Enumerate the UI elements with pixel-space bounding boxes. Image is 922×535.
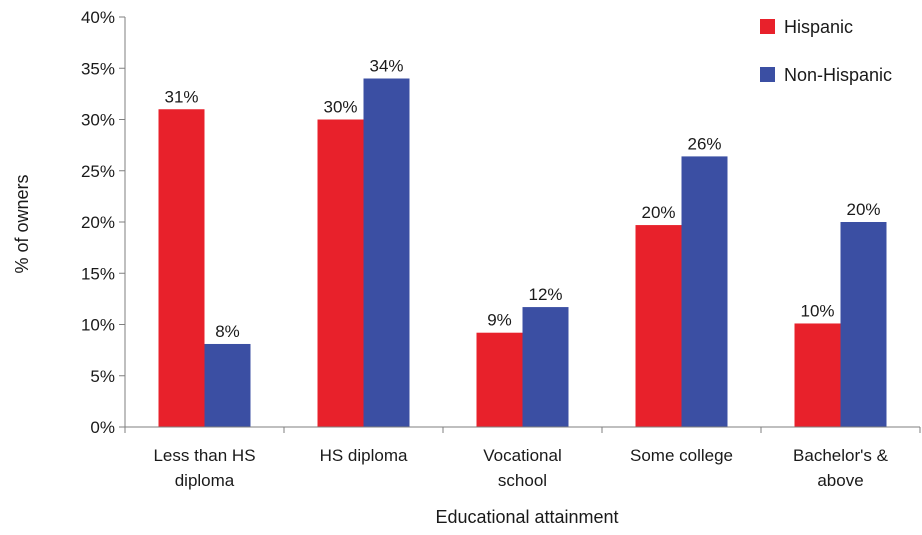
data-label: 8% — [215, 322, 240, 341]
bar-hispanic — [477, 333, 523, 427]
bar-non-hispanic — [364, 79, 410, 428]
data-label: 31% — [164, 87, 198, 106]
x-axis-title: Educational attainment — [435, 507, 618, 527]
y-tick-label: 35% — [81, 59, 115, 78]
y-tick-label: 10% — [81, 316, 115, 335]
y-tick-label: 20% — [81, 213, 115, 232]
bar-hispanic — [318, 120, 364, 428]
data-label: 9% — [487, 311, 512, 330]
bar-hispanic — [795, 323, 841, 427]
bar-non-hispanic — [682, 156, 728, 427]
legend-label: Non-Hispanic — [784, 65, 892, 85]
bar-hispanic — [159, 109, 205, 427]
bar-non-hispanic — [841, 222, 887, 427]
bar-non-hispanic — [523, 307, 569, 427]
bar-hispanic — [636, 225, 682, 427]
data-label: 20% — [641, 203, 675, 222]
y-tick-label: 30% — [81, 111, 115, 130]
data-label: 26% — [687, 134, 721, 153]
x-category-label: Vocational school — [483, 446, 561, 490]
legend-swatch — [760, 67, 775, 82]
x-category-label: Some college — [630, 446, 733, 465]
y-tick-label: 40% — [81, 8, 115, 27]
data-label: 30% — [323, 98, 357, 117]
data-label: 20% — [846, 200, 880, 219]
data-label: 12% — [528, 285, 562, 304]
y-tick-label: 0% — [90, 418, 115, 437]
legend-label: Hispanic — [784, 17, 853, 37]
data-label: 34% — [369, 57, 403, 76]
bars — [159, 79, 887, 428]
x-axis-categories: Less than HS diploma HS diploma Vocational s… — [153, 446, 888, 490]
x-category-label: Less than HS diploma — [153, 446, 255, 490]
y-axis-title: % of owners — [12, 174, 32, 273]
y-tick-label: 5% — [90, 367, 115, 386]
data-label: 10% — [800, 301, 834, 320]
x-category-label: HS diploma — [320, 446, 408, 465]
y-tick-label: 15% — [81, 264, 115, 283]
legend: Hispanic Non-Hispanic — [760, 17, 892, 85]
data-labels: 31% 30% 9% 20% 10% 8% 34% 12% 26% 20% — [164, 57, 880, 341]
y-axis-ticks: 0% 5% 10% 15% 20% 25% 30% 35% 40% — [81, 8, 125, 437]
legend-swatch — [760, 19, 775, 34]
bar-non-hispanic — [205, 344, 251, 427]
y-tick-label: 25% — [81, 162, 115, 181]
x-category-label: Bachelor's & above — [793, 446, 889, 490]
